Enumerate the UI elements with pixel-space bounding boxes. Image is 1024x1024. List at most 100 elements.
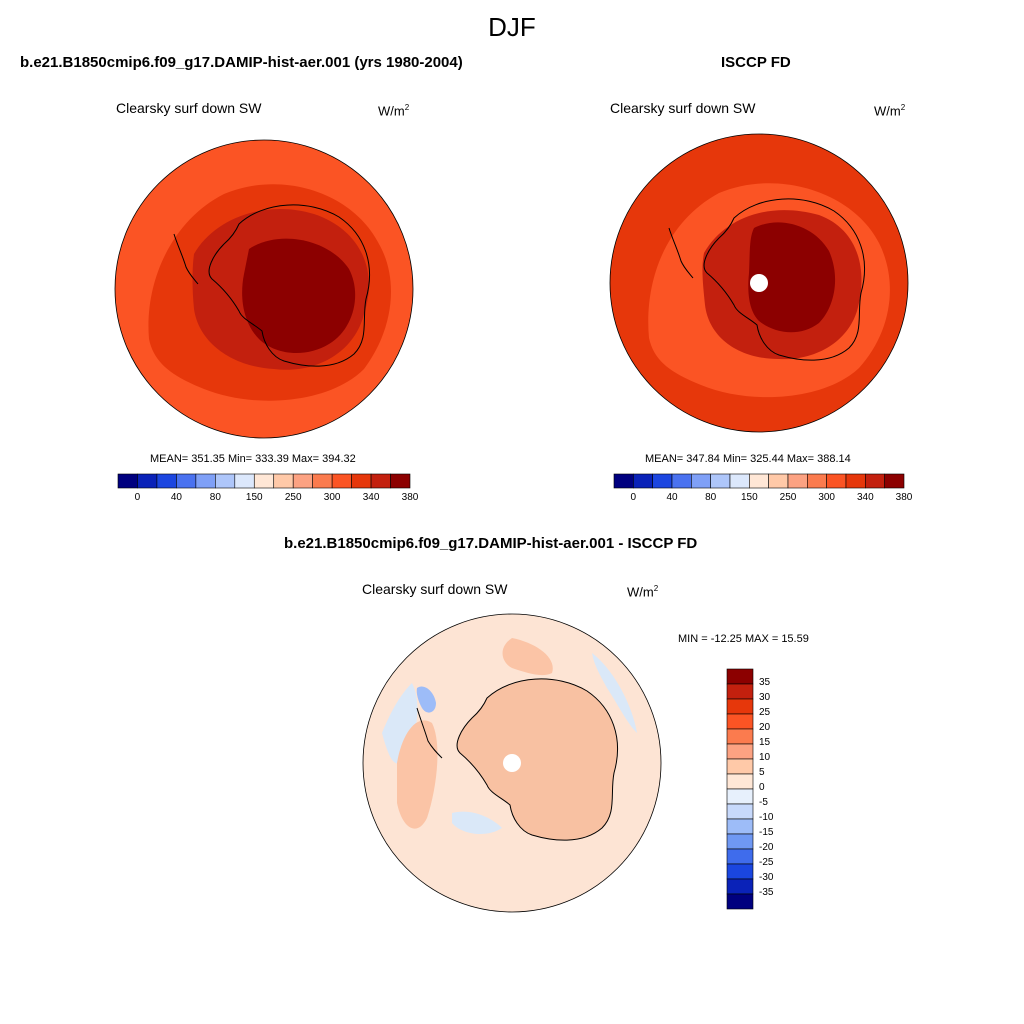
diff-colorbar-tick-label: 0 [759, 782, 765, 793]
model-colorbar-swatch [176, 473, 197, 489]
diff-colorbar-swatch [726, 893, 754, 910]
diff-colorbar-swatch [726, 833, 754, 850]
diff-colorbar-swatch [726, 773, 754, 790]
model-colorbar-tick-label: 380 [401, 492, 419, 503]
obs-colorbar-swatch [826, 473, 847, 489]
model-colorbar-tick-label: 80 [209, 492, 221, 503]
obs-colorbar-swatch [865, 473, 885, 489]
obs-colorbar-swatch [749, 473, 769, 489]
diff-stats: MIN = -12.25 MAX = 15.59 [678, 633, 809, 645]
obs-colorbar-tick-label: 40 [666, 492, 678, 503]
diff-colorbar-tick-label: -15 [759, 827, 774, 838]
diff-positive-region-west [397, 720, 438, 829]
model-colorbar-tick-label: 300 [323, 492, 341, 503]
diff-pole-missing-data [503, 754, 521, 772]
obs-colorbar-swatch [652, 473, 673, 489]
obs-polar-map [609, 133, 909, 433]
diff-colorbar-tick-label: -30 [759, 872, 774, 883]
diff-colorbar-tick-label: 25 [759, 707, 771, 718]
model-colorbar-swatch [351, 473, 372, 489]
diff-colorbar-tick-label: -10 [759, 812, 774, 823]
diff-colorbar-tick-label: -25 [759, 857, 774, 868]
model-colorbar-swatch [234, 473, 255, 489]
model-colorbar-swatch [312, 473, 333, 489]
model-colorbar-swatch [137, 473, 158, 489]
diff-antarctica-positive [457, 678, 618, 841]
diff-polar-map [362, 613, 662, 913]
model-core-max [242, 238, 356, 354]
model-colorbar-swatch [117, 473, 138, 489]
diff-colorbar-tick-label: 35 [759, 677, 771, 688]
model-south-america-coast [173, 233, 199, 285]
model-colorbar-tick-label: 0 [134, 492, 141, 503]
model-colorbar-swatch [253, 473, 275, 489]
main-title: DJF [488, 12, 536, 42]
model-antarctica-coastline [208, 204, 370, 367]
model-colorbar-swatch [273, 473, 294, 489]
diff-map-boundary [362, 613, 662, 913]
diff-colorbar-tick-label: 20 [759, 722, 771, 733]
model-colorbar [117, 473, 411, 489]
obs-colorbar-swatch [845, 473, 866, 489]
obs-panel-title: ISCCP FD [721, 54, 791, 71]
diff-negative-region-south [452, 811, 502, 835]
model-colorbar-swatch [156, 473, 177, 489]
diff-colorbar-tick-label: -5 [759, 797, 768, 808]
diff-colorbar-swatch [726, 818, 754, 835]
obs-pole-missing-data [750, 274, 768, 292]
obs-colorbar-swatch [633, 473, 653, 489]
diff-colorbar-tick-label: -20 [759, 842, 774, 853]
diff-antarctica-coastline [456, 678, 618, 841]
diff-panel-title: b.e21.B1850cmip6.f09_g17.DAMIP-hist-aer.… [284, 535, 698, 552]
obs-colorbar [613, 473, 905, 489]
obs-colorbar-tick-label: 300 [818, 492, 835, 503]
diff-colorbar-swatch [726, 788, 754, 805]
diff-colorbar-swatch [726, 863, 754, 880]
diff-colorbar-swatch [726, 803, 754, 820]
model-colorbar-tick-label: 150 [245, 492, 263, 503]
diff-colorbar-swatch [726, 878, 754, 895]
obs-colorbar-tick-label: 250 [779, 492, 797, 503]
model-unit-label: W/m2 [378, 103, 410, 119]
obs-colorbar-swatch [613, 473, 634, 489]
model-colorbar-swatch [215, 473, 236, 489]
obs-colorbar-swatch [671, 473, 692, 489]
obs-colorbar-tick-label: 340 [856, 492, 874, 503]
model-colorbar-tick-label: 250 [284, 492, 302, 503]
obs-map-boundary [609, 133, 909, 433]
diff-colorbar-tick-label: 10 [759, 752, 771, 763]
model-colorbar-swatch [331, 473, 352, 489]
diff-south-america-coast [416, 707, 443, 759]
model-panel-title: b.e21.B1850cmip6.f09_g17.DAMIP-hist-aer.… [20, 54, 463, 71]
model-colorbar-swatch [195, 473, 216, 489]
model-colorbar-tick-label: 340 [362, 492, 380, 503]
obs-unit-label: W/m2 [874, 103, 906, 119]
model-stats: MEAN= 351.35 Min= 333.39 Max= 394.32 [150, 453, 356, 465]
obs-colorbar-swatch [768, 473, 789, 489]
obs-colorbar-swatch [884, 473, 905, 489]
diff-colorbar-tick-label: 15 [759, 737, 771, 748]
diff-colorbar [726, 668, 754, 910]
model-colorbar-swatch [370, 473, 391, 489]
diff-variable-label: Clearsky surf down SW [362, 581, 508, 597]
model-colorbar-tick-label: 40 [170, 492, 182, 503]
model-variable-label: Clearsky surf down SW [116, 100, 262, 116]
obs-colorbar-swatch [729, 473, 750, 489]
diff-colorbar-swatch [726, 728, 754, 745]
obs-south-america-coast [668, 227, 694, 279]
diff-colorbar-tick-label: -35 [759, 887, 774, 898]
obs-colorbar-swatch [807, 473, 827, 489]
diff-colorbar-swatch [726, 713, 754, 730]
obs-stats: MEAN= 347.84 Min= 325.44 Max= 388.14 [645, 453, 851, 465]
obs-antarctica-coastline [703, 198, 865, 361]
diff-negative-region-drake [416, 686, 436, 713]
model-colorbar-swatch [390, 473, 411, 489]
diff-colorbar-swatch [726, 668, 754, 685]
model-polar-map [114, 139, 414, 439]
diff-colorbar-swatch [726, 848, 754, 865]
obs-colorbar-swatch [691, 473, 711, 489]
diff-colorbar-swatch [726, 758, 754, 775]
obs-core-max [748, 222, 836, 333]
diff-negative-region-east [592, 653, 637, 733]
diff-colorbar-tick-label: 30 [759, 692, 771, 703]
